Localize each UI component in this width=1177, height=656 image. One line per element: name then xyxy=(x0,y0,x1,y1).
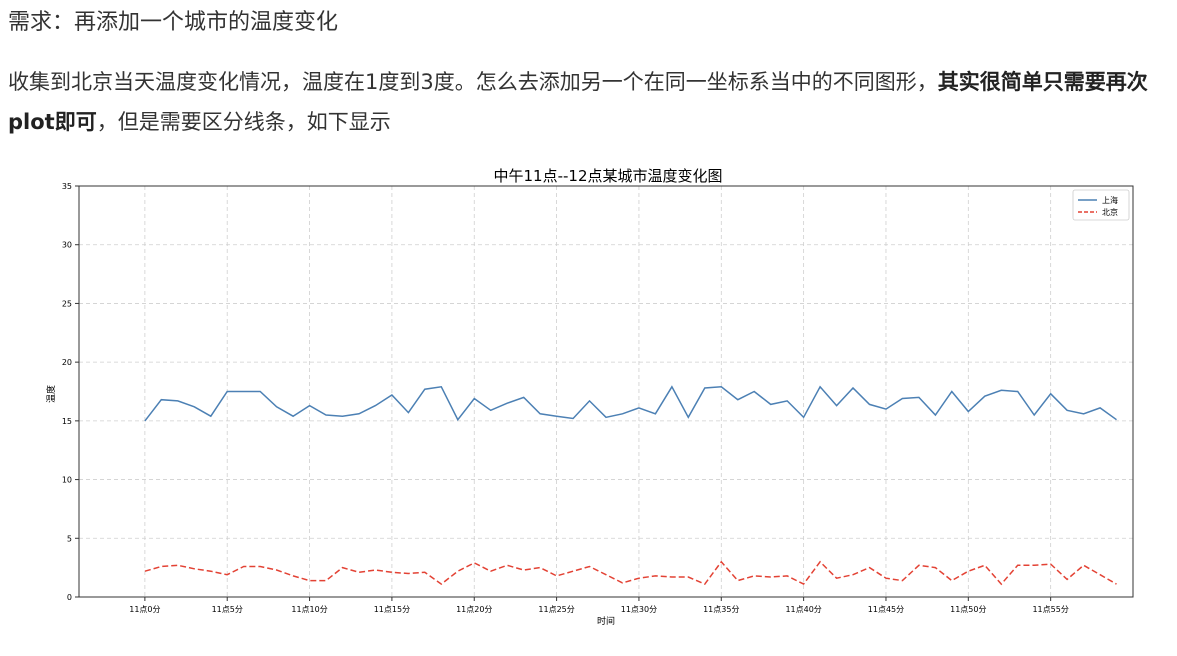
y-tick-label: 25 xyxy=(62,299,72,308)
y-axis-label: 温度 xyxy=(45,385,57,403)
series-line-beijing xyxy=(144,560,1117,586)
x-tick-label: 11点35分 xyxy=(703,605,739,614)
y-tick-label: 35 xyxy=(62,182,72,191)
chart-svg: 中午11点--12点某城市温度变化图 0 5 10 15 20 25 30 35 11点0分 11… xyxy=(45,167,1134,627)
series-line-shanghai xyxy=(144,385,1117,422)
x-tick-label: 11点45分 xyxy=(868,605,904,614)
x-tick-label: 11点0分 xyxy=(129,605,160,614)
x-tick-label: 11点10分 xyxy=(291,605,327,614)
description-paragraph: 收集到北京当天温度变化情况，温度在1度到3度。怎么去添加另一个在同一坐标系当中的… xyxy=(8,62,1168,142)
legend-label: 北京 xyxy=(1102,207,1118,217)
y-tick-label: 20 xyxy=(62,358,72,367)
y-tick-label: 30 xyxy=(62,241,72,250)
x-tick-label: 11点50分 xyxy=(950,605,986,614)
x-tick-label: 11点40分 xyxy=(785,605,821,614)
x-tick-label: 11点5分 xyxy=(212,605,243,614)
x-tick-label: 11点25分 xyxy=(538,605,574,614)
y-tick-label: 0 xyxy=(67,593,72,602)
paragraph-text-2: ，但是需要区分线条，如下显示 xyxy=(96,110,391,134)
plot-frame xyxy=(78,185,1134,598)
y-tick-label: 5 xyxy=(67,534,72,543)
section-heading: 需求：再添加一个城市的温度变化 xyxy=(8,10,339,35)
chart-title: 中午11点--12点某城市温度变化图 xyxy=(493,167,722,185)
paragraph-bold-text: 其实很简单只需要再次plot即可 xyxy=(8,70,1148,134)
x-tick-label: 11点55分 xyxy=(1032,605,1068,614)
x-axis-label: 时间 xyxy=(597,615,615,627)
series-lines xyxy=(144,385,1117,586)
axis-ticks: 0 5 10 15 20 25 30 35 11点0分 11点5分 11点10分 11点15分 11点2… xyxy=(62,182,1069,614)
y-tick-label: 10 xyxy=(62,476,72,485)
x-tick-label: 11点20分 xyxy=(456,605,492,614)
x-tick-label: 11点30分 xyxy=(621,605,657,614)
legend-label: 上海 xyxy=(1102,195,1118,205)
legend-box xyxy=(1072,189,1130,221)
x-tick-label: 11点15分 xyxy=(374,605,410,614)
y-tick-label: 15 xyxy=(62,417,72,426)
temperature-chart: 中午11点--12点某城市温度变化图 0 5 10 15 20 25 30 35 11点0分 11… xyxy=(40,158,1150,633)
paragraph-text-1: 收集到北京当天温度变化情况，温度在1度到3度。怎么去添加另一个在同一坐标系当中的… xyxy=(8,70,938,94)
